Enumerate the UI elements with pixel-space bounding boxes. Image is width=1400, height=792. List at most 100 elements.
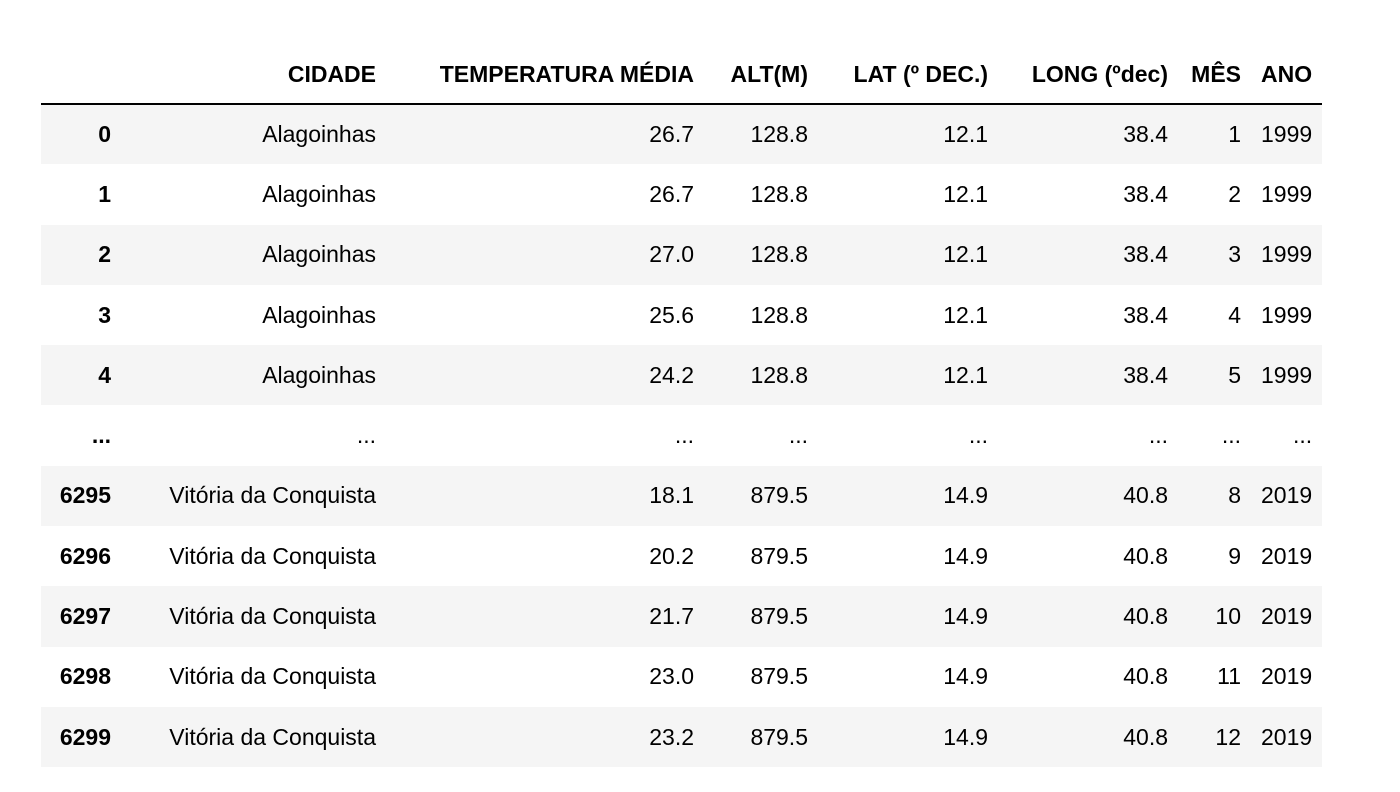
cell-mes: 5 <box>1228 361 1241 388</box>
cell-cidade: Vitória da Conquista <box>169 723 376 750</box>
cell-alt: 128.8 <box>750 121 808 148</box>
header-mes: MÊS <box>1178 45 1251 105</box>
cell-alt: 879.5 <box>750 482 808 509</box>
cell-alt: 128.8 <box>750 361 808 388</box>
cell-cidade: Alagoinhas <box>262 180 376 207</box>
table-row: 0 Alagoinhas 26.7 128.8 12.1 38.4 1 1999 <box>41 104 1323 165</box>
cell-mes: 12 <box>1215 723 1241 750</box>
cell-long: 38.4 <box>1123 301 1168 328</box>
cell-mes: 1 <box>1228 121 1241 148</box>
cell-ano: ... <box>1293 422 1313 449</box>
cell-long: 38.4 <box>1123 361 1168 388</box>
cell-alt: 879.5 <box>750 663 808 690</box>
cell-alt: 128.8 <box>750 301 808 328</box>
header-long: LONG (ºdec) <box>998 45 1178 105</box>
cell-temperatura-media: 26.7 <box>649 180 694 207</box>
cell-temperatura-media: 20.2 <box>649 542 694 569</box>
cell-long: 40.8 <box>1123 542 1168 569</box>
table-row: 1 Alagoinhas 26.7 128.8 12.1 38.4 2 1999 <box>41 164 1322 224</box>
cell-ano: 1999 <box>1261 361 1313 388</box>
cell-temperatura-media: 26.7 <box>649 121 694 148</box>
table-row: 2 Alagoinhas 27.0 128.8 12.1 38.4 3 1999 <box>41 224 1323 285</box>
cell-ano: 1999 <box>1261 180 1313 207</box>
header-row: CIDADE TEMPERATURA MÉDIA ALT(M) LAT (º D… <box>41 45 1323 105</box>
cell-mes: 2 <box>1228 180 1241 207</box>
cell-temperatura-media: 25.6 <box>649 301 694 328</box>
cell-mes: 11 <box>1217 663 1241 690</box>
cell-alt: 879.5 <box>750 603 808 630</box>
header-lat: LAT (º DEC.) <box>818 45 998 105</box>
table-row: 6297 Vitória da Conquista 21.7 879.5 14.9 40.… <box>41 586 1323 647</box>
cell-alt: 128.8 <box>750 180 808 207</box>
cell-lat: 12.1 <box>943 361 988 388</box>
row-index: ... <box>91 422 111 449</box>
table-row: 6295 Vitória da Conquista 18.1 879.5 14.9 40.… <box>41 465 1323 527</box>
table-body: 0 Alagoinhas 26.7 128.8 12.1 38.4 1 1999 1 Alagoi… <box>41 104 1323 768</box>
table-row: 6298 Vitória da Conquista 23.0 879.5 14.9 40.… <box>41 647 1322 707</box>
cell-long: ... <box>1148 422 1168 449</box>
row-index: 0 <box>98 121 111 148</box>
cell-long: 38.4 <box>1123 121 1168 148</box>
cell-long: 38.4 <box>1123 180 1168 207</box>
cell-lat: 14.9 <box>943 723 988 750</box>
cell-alt: 879.5 <box>750 542 808 569</box>
cell-lat: 12.1 <box>943 241 988 268</box>
cell-ano: 1999 <box>1261 121 1313 148</box>
row-index: 6295 <box>59 482 111 509</box>
cell-alt: ... <box>788 422 808 449</box>
cell-cidade: Vitória da Conquista <box>169 663 376 690</box>
cell-temperatura-media: 27.0 <box>649 241 694 268</box>
table-row: 6299 Vitória da Conquista 23.2 879.5 14.9 40.… <box>41 706 1323 768</box>
header-cidade: CIDADE <box>121 45 386 105</box>
cell-long: 40.8 <box>1123 482 1168 509</box>
table-row: 3 Alagoinhas 25.6 128.8 12.1 38.4 4 1999 <box>41 285 1322 345</box>
cell-long: 38.4 <box>1123 241 1168 268</box>
row-index: 4 <box>98 361 111 388</box>
row-index: 6299 <box>59 723 111 750</box>
cell-long: 40.8 <box>1123 723 1168 750</box>
ellipsis-row: ........................ <box>41 405 1322 465</box>
row-index: 1 <box>98 180 111 207</box>
row-index: 6296 <box>59 542 111 569</box>
cell-temperatura-media: 21.7 <box>649 603 694 630</box>
table-header: CIDADE TEMPERATURA MÉDIA ALT(M) LAT (º D… <box>41 45 1323 105</box>
cell-mes: ... <box>1221 422 1241 449</box>
cell-cidade: Alagoinhas <box>262 361 376 388</box>
cell-temperatura-media: 23.0 <box>649 663 694 690</box>
row-index: 2 <box>98 241 111 268</box>
cell-long: 40.8 <box>1123 663 1168 690</box>
cell-cidade: Vitória da Conquista <box>169 603 376 630</box>
cell-lat: 12.1 <box>943 180 988 207</box>
cell-ano: 2019 <box>1261 482 1313 509</box>
cell-ano: 1999 <box>1261 301 1313 328</box>
cell-alt: 879.5 <box>750 723 808 750</box>
cell-lat: ... <box>968 422 988 449</box>
header-index <box>41 45 121 105</box>
dataframe-output: CIDADE TEMPERATURA MÉDIA ALT(M) LAT (º D… <box>41 45 1323 768</box>
cell-long: 40.8 <box>1123 603 1168 630</box>
cell-cidade: Alagoinhas <box>262 301 376 328</box>
cell-cidade: Vitória da Conquista <box>169 542 376 569</box>
cell-alt: 128.8 <box>750 241 808 268</box>
row-index: 6297 <box>59 603 111 630</box>
cell-temperatura-media: 18.1 <box>649 482 694 509</box>
cell-cidade: ... <box>356 422 376 449</box>
cell-ano: 2019 <box>1261 542 1313 569</box>
dataframe-table: CIDADE TEMPERATURA MÉDIA ALT(M) LAT (º D… <box>41 45 1323 768</box>
header-alt: ALT(M) <box>704 45 818 105</box>
cell-ano: 2019 <box>1261 603 1313 630</box>
cell-cidade: Alagoinhas <box>262 241 376 268</box>
cell-cidade: Alagoinhas <box>262 121 376 148</box>
cell-mes: 4 <box>1228 301 1241 328</box>
cell-mes: 8 <box>1228 482 1241 509</box>
row-index: 6298 <box>59 663 111 690</box>
cell-mes: 9 <box>1228 542 1241 569</box>
cell-ano: 1999 <box>1261 241 1313 268</box>
cell-lat: 14.9 <box>943 603 988 630</box>
cell-lat: 14.9 <box>943 542 988 569</box>
cell-mes: 3 <box>1228 241 1241 268</box>
header-ano: ANO <box>1251 45 1323 105</box>
cell-lat: 14.9 <box>943 663 988 690</box>
cell-lat: 12.1 <box>943 301 988 328</box>
table-row: 6296 Vitória da Conquista 20.2 879.5 14.9 40.… <box>41 526 1322 586</box>
